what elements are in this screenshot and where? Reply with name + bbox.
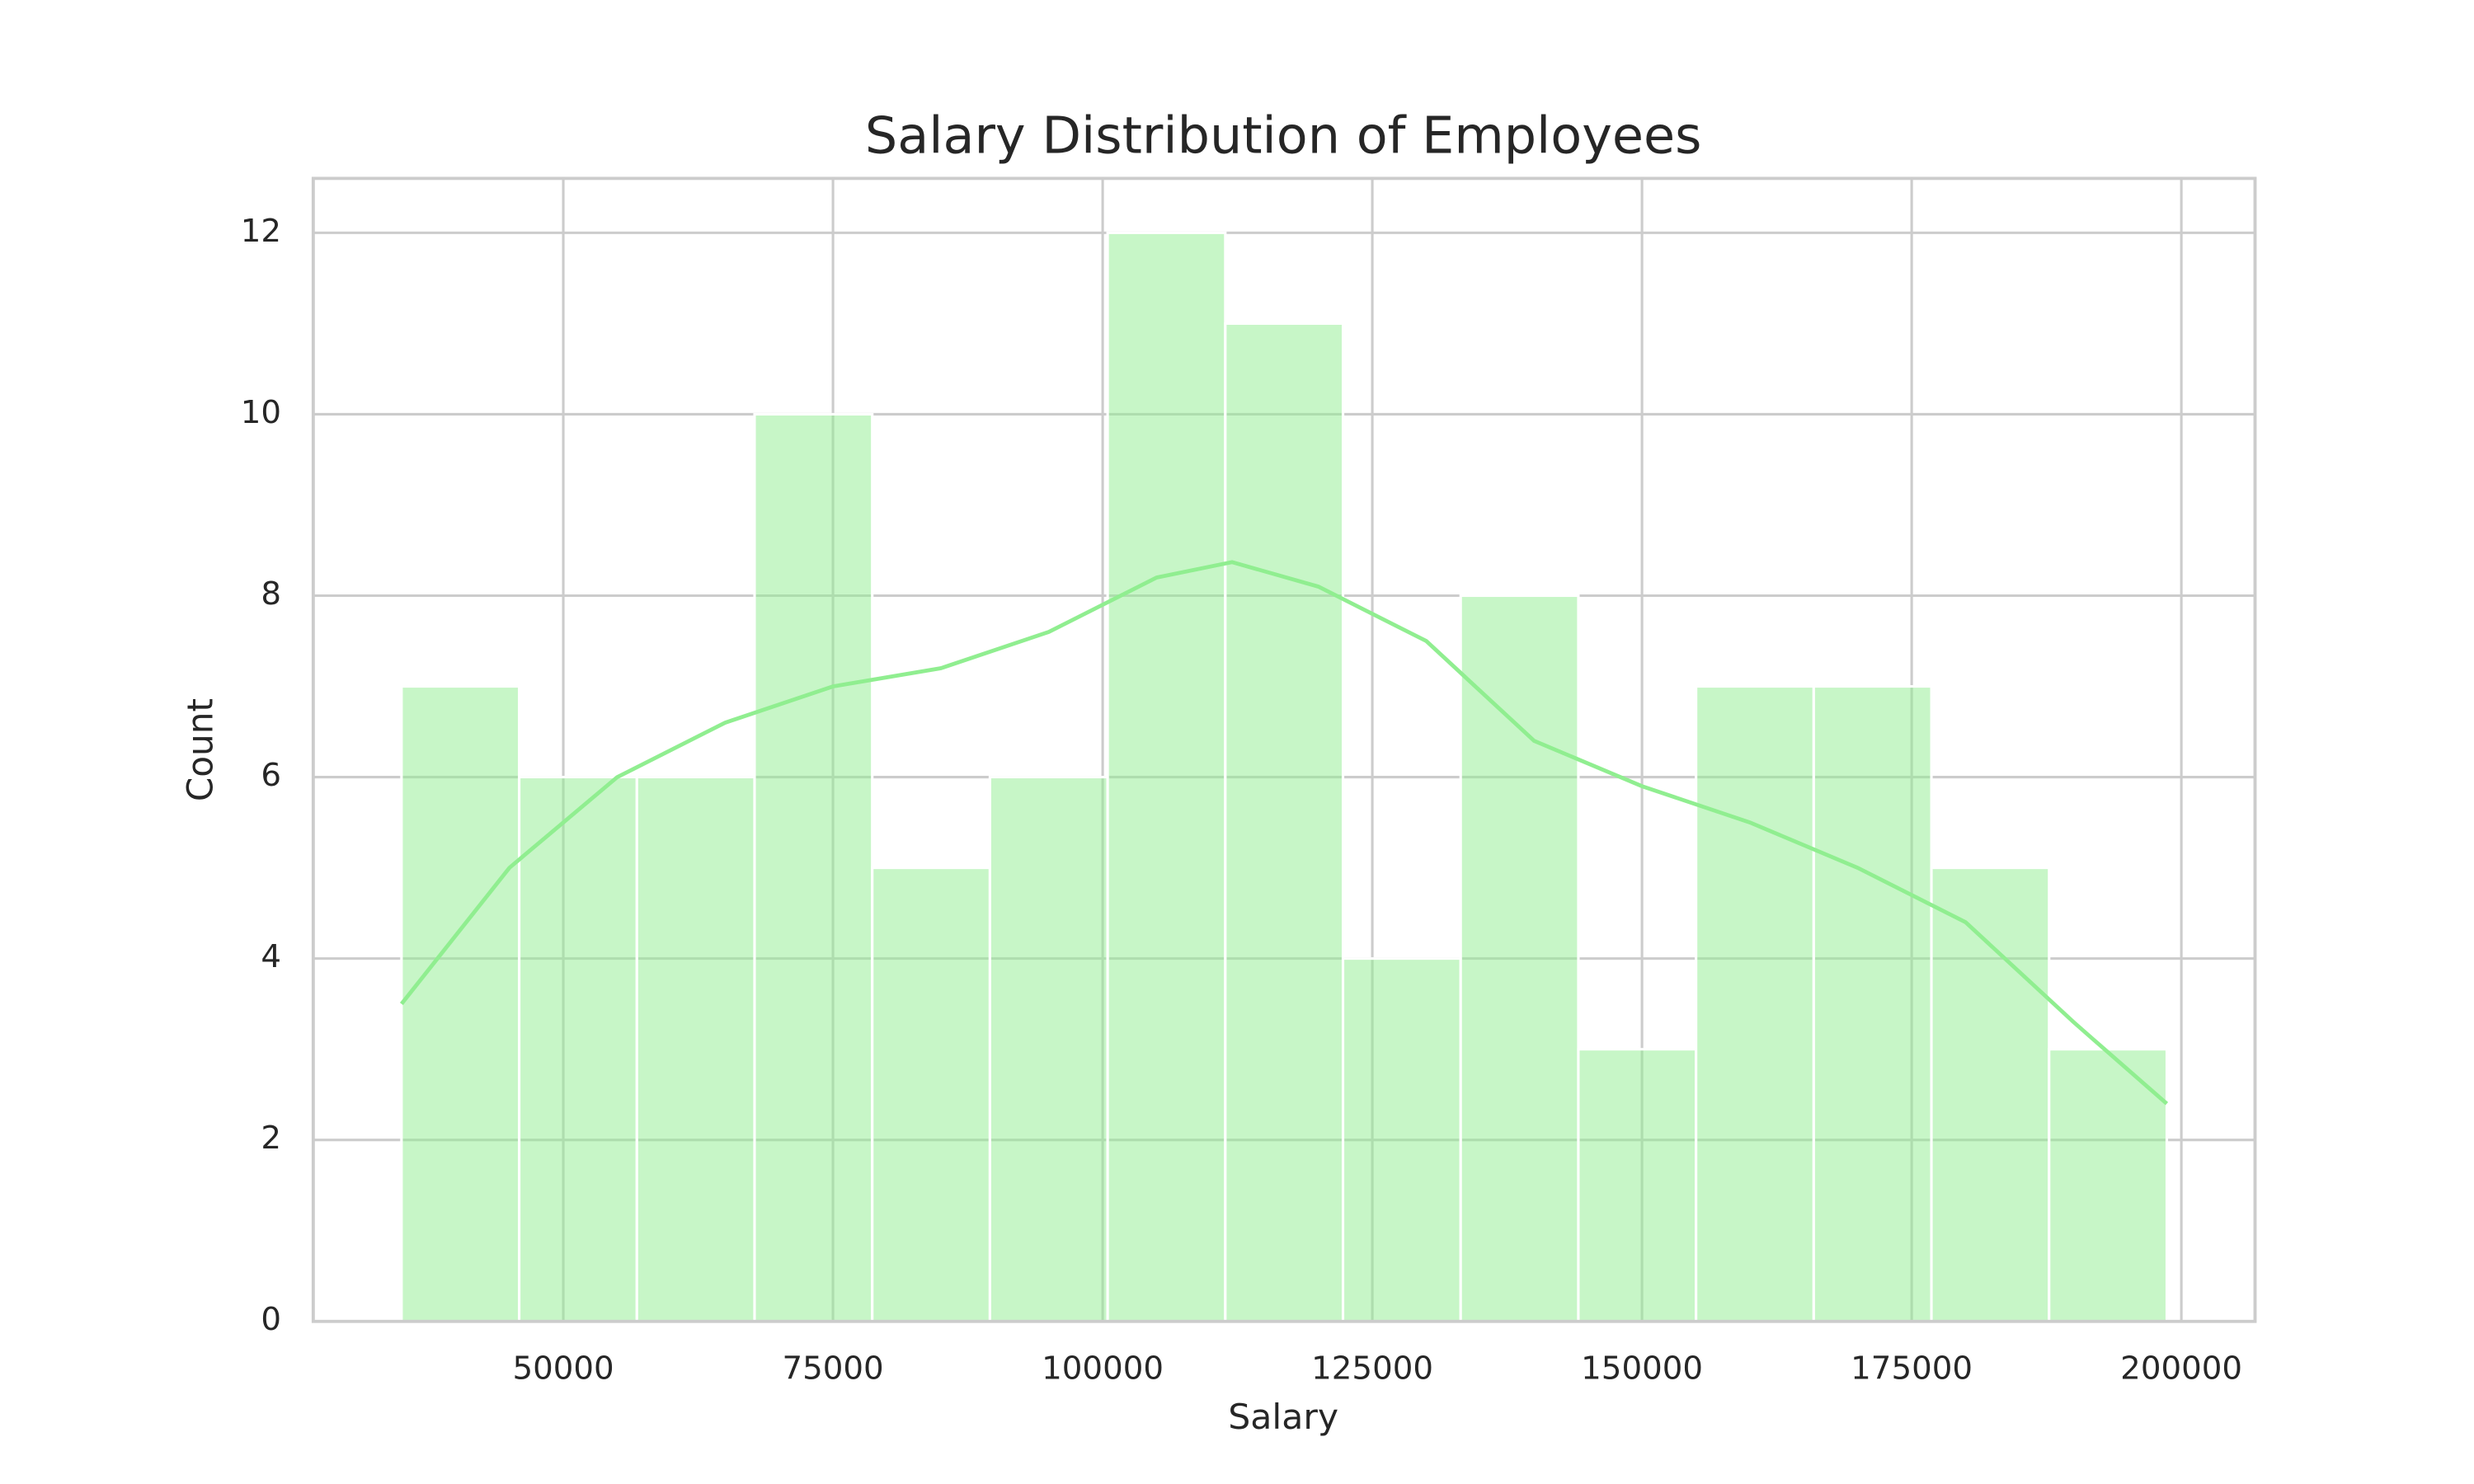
y-tick-label: 10 <box>241 394 281 431</box>
x-tick-label: 175000 <box>1851 1350 1973 1388</box>
y-tick-label: 4 <box>261 938 281 975</box>
bar <box>518 776 638 1323</box>
bar <box>1106 231 1227 1323</box>
x-tick-label: 125000 <box>1311 1350 1433 1388</box>
x-tick-label: 75000 <box>782 1350 883 1388</box>
x-tick-label: 50000 <box>512 1350 614 1388</box>
x-axis-label: Salary <box>1228 1397 1338 1437</box>
bar <box>871 866 991 1323</box>
bar <box>988 776 1109 1323</box>
x-tick-label: 150000 <box>1581 1350 1703 1388</box>
bar <box>1224 322 1345 1323</box>
bar <box>1930 866 2051 1323</box>
bar <box>1812 685 1933 1323</box>
bar <box>1459 594 1580 1323</box>
y-axis-label: Count <box>180 698 220 801</box>
y-tick-label: 0 <box>261 1301 281 1338</box>
plot-frame <box>311 176 2257 1323</box>
bar <box>1577 1048 1698 1323</box>
kde-line <box>399 560 2169 1106</box>
y-tick-label: 12 <box>241 213 281 250</box>
bar <box>635 776 756 1323</box>
x-tick-label: 100000 <box>1042 1350 1164 1388</box>
x-tick-label: 200000 <box>2120 1350 2242 1388</box>
chart-title: Salary Distribution of Employees <box>865 106 1702 166</box>
bar <box>1341 957 1462 1323</box>
y-tick-label: 6 <box>261 757 281 794</box>
y-tick-label: 8 <box>261 575 281 613</box>
bar <box>2048 1048 2169 1323</box>
bar <box>1695 685 1815 1323</box>
y-tick-label: 2 <box>261 1120 281 1157</box>
bar <box>400 685 521 1323</box>
bar <box>753 412 874 1323</box>
